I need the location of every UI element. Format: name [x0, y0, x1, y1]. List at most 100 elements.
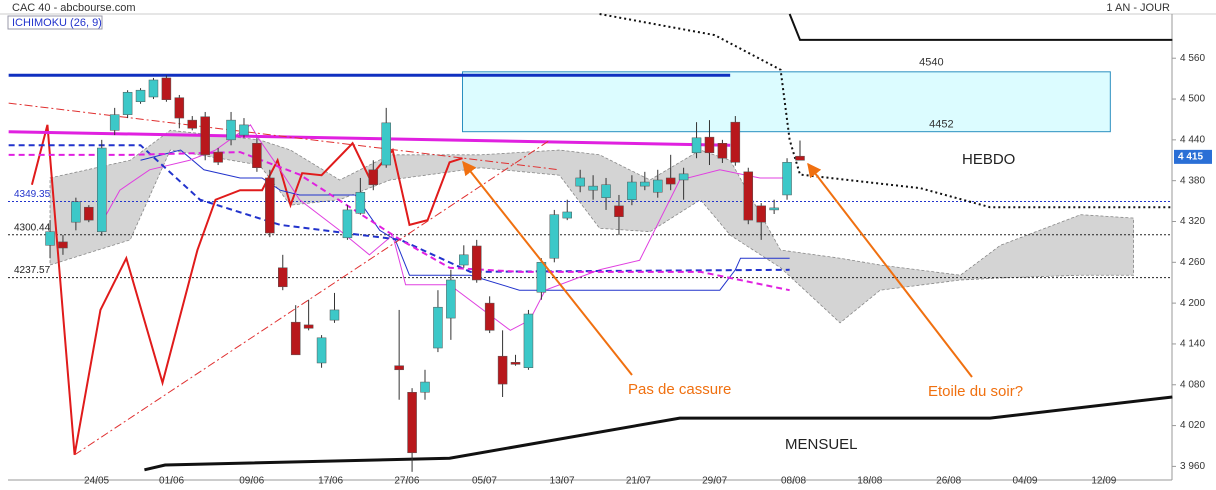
candle-body — [161, 77, 172, 100]
y-tick-label: 4 140 — [1180, 339, 1205, 350]
candle-body — [213, 151, 223, 163]
candle-body — [265, 177, 275, 234]
x-tick-label: 18/08 — [857, 476, 882, 487]
candle-body — [58, 241, 68, 249]
arrow — [462, 160, 633, 376]
candle-body — [355, 191, 366, 214]
candle-body — [200, 116, 210, 156]
indicator-line — [8, 102, 560, 171]
annotation: HEBDO — [962, 151, 1015, 168]
level-label: 4349.35 — [14, 189, 51, 200]
candle-body — [148, 79, 159, 98]
x-tick-label: 13/07 — [550, 476, 575, 487]
candle-body — [510, 362, 521, 365]
y-tick-label: 4 080 — [1180, 379, 1205, 390]
candle-body — [691, 137, 702, 154]
candle-body — [252, 143, 262, 168]
chart-title: CAC 40 - abcbourse.com — [12, 2, 136, 14]
level-label: 4237.57 — [14, 265, 51, 276]
candle-body — [433, 306, 443, 349]
indicator-line — [30, 124, 463, 456]
y-tick-label: 4 020 — [1180, 420, 1205, 431]
candle-body — [497, 355, 508, 385]
candle-body — [782, 162, 792, 196]
x-tick-label: 21/07 — [626, 476, 651, 487]
candle-body — [407, 391, 417, 454]
candle-body — [640, 181, 650, 187]
x-tick-label: 29/07 — [702, 476, 727, 487]
indicator-line — [8, 151, 790, 292]
y-tick-label: 4 380 — [1180, 175, 1205, 186]
candle-body — [549, 214, 560, 259]
candle-body — [446, 279, 456, 319]
x-tick-label: 04/09 — [1012, 476, 1037, 487]
x-tick-label: 27/06 — [394, 476, 419, 487]
indicator-box — [7, 15, 103, 30]
plot: 3 960 4 020 4 080 4 140 4 200 4 260 4 320 4 380… — [8, 13, 1212, 487]
candle-body — [226, 119, 236, 141]
candle-body — [303, 324, 314, 329]
candle-body — [45, 231, 55, 246]
indicator-line — [74, 139, 551, 456]
candle-body — [756, 205, 766, 223]
y-tick-label: 4 260 — [1180, 257, 1205, 268]
candle-body — [316, 337, 327, 364]
candle-body — [653, 179, 663, 193]
zone-label: 4452 — [929, 119, 953, 131]
y-tick-label: 3 960 — [1180, 461, 1205, 472]
candle-body — [743, 171, 754, 221]
y-tick-label: 4 320 — [1180, 216, 1205, 227]
candle-body — [71, 201, 81, 223]
x-tick-label: 05/07 — [472, 476, 497, 487]
candle-body — [601, 184, 611, 198]
candle-body — [459, 254, 469, 266]
candle-body — [730, 121, 741, 163]
y-tick-label: 4 200 — [1180, 298, 1205, 309]
zone — [462, 71, 1111, 133]
last-price-box — [1174, 149, 1212, 164]
candle-body — [795, 155, 805, 161]
candle-body — [342, 209, 353, 239]
x-tick-label: 24/05 — [84, 476, 109, 487]
period: 1 AN - JOUR — [1106, 2, 1170, 14]
candle-body — [122, 91, 133, 115]
annotation: Pas de cassure — [628, 381, 731, 398]
indicator-line — [599, 13, 1173, 209]
candle-body — [109, 114, 120, 131]
candle-body — [420, 381, 430, 393]
last-price-label: 4 415 — [1178, 152, 1203, 163]
candle-body — [381, 122, 391, 166]
candle-body — [769, 207, 779, 211]
y-tick-label: 4 500 — [1180, 94, 1205, 105]
level-label: 4300.44 — [14, 222, 51, 233]
candle-body — [239, 124, 249, 136]
candle-body — [471, 245, 482, 281]
annotation: Etoile du soir? — [928, 383, 1023, 400]
candle-body — [329, 309, 340, 321]
candle-body — [536, 262, 547, 293]
indicator-label: ICHIMOKU (26, 9) — [12, 17, 102, 29]
candle-body — [678, 173, 689, 181]
candle-body — [575, 177, 585, 187]
candle-body — [665, 177, 676, 185]
candle-body — [627, 181, 637, 200]
candle-body — [278, 267, 288, 288]
candle-body — [84, 206, 94, 221]
candle-body — [484, 302, 495, 331]
candle-body — [135, 89, 146, 103]
indicator-line — [8, 144, 790, 273]
candle-body — [368, 169, 379, 186]
indicator-line — [788, 13, 1173, 41]
candle-body — [394, 365, 404, 371]
candle-body — [717, 143, 728, 159]
x-tick-label: 09/06 — [239, 476, 264, 487]
candle-body — [174, 97, 185, 119]
indicator-line — [140, 149, 790, 291]
candle-body — [562, 211, 572, 219]
y-tick-label: 4 560 — [1180, 53, 1205, 64]
candle-body — [614, 205, 624, 217]
zone-label: 4540 — [919, 57, 943, 69]
y-tick-label: 4 440 — [1180, 134, 1205, 145]
x-tick-label: 26/08 — [936, 476, 961, 487]
